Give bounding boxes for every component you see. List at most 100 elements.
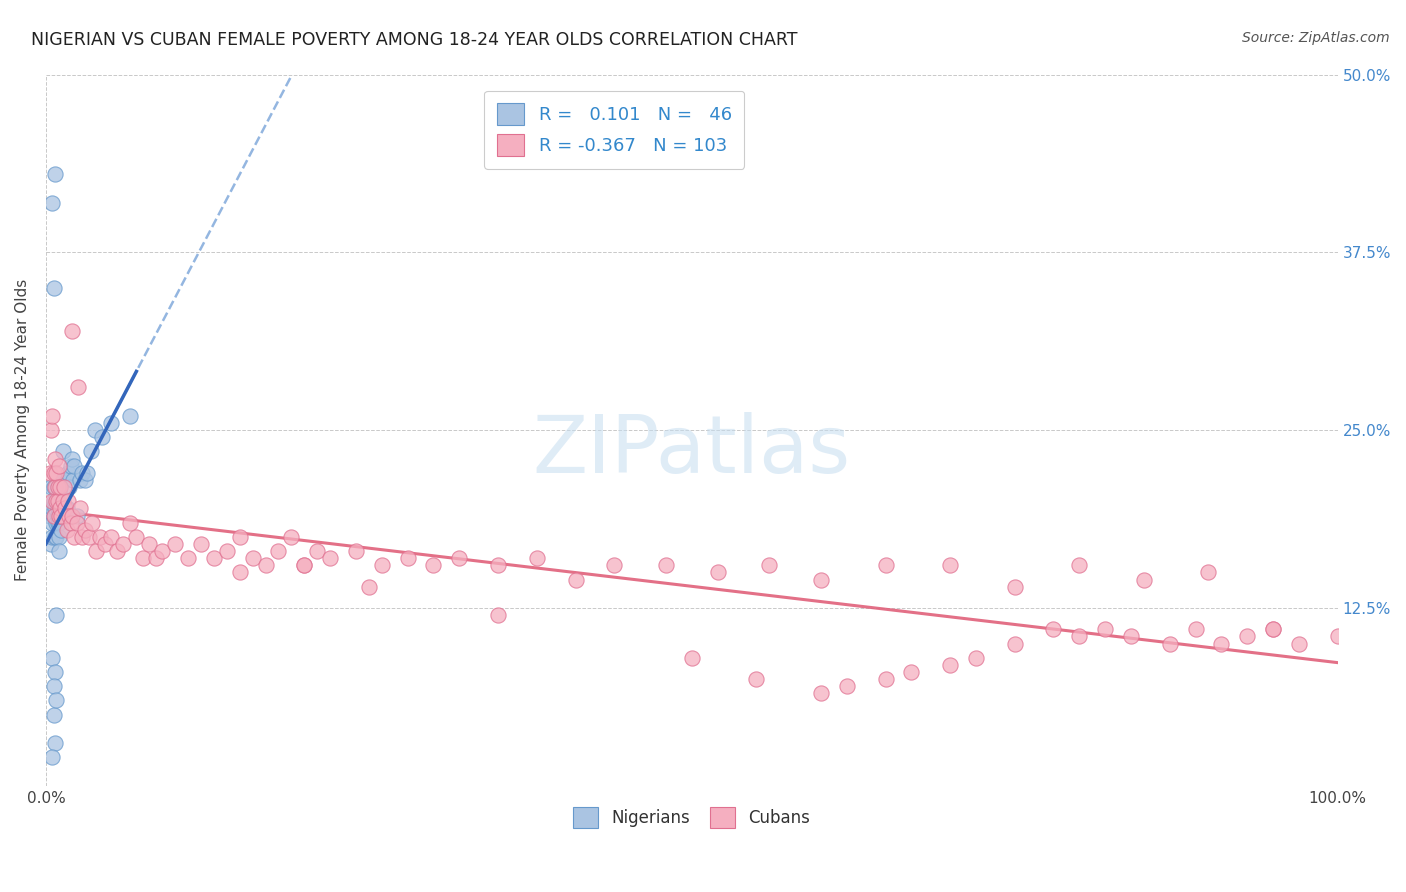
Point bbox=[344, 544, 367, 558]
Point bbox=[45, 494, 67, 508]
Point bbox=[371, 558, 394, 573]
Point bbox=[86, 544, 108, 558]
Point bbox=[105, 544, 128, 558]
Point bbox=[100, 416, 122, 430]
Point bbox=[41, 516, 63, 530]
Point bbox=[939, 657, 962, 672]
Point bbox=[82, 516, 104, 530]
Point bbox=[39, 423, 62, 437]
Point bbox=[1069, 558, 1091, 573]
Point bbox=[41, 750, 63, 764]
Point bbox=[48, 516, 70, 530]
Point bbox=[39, 480, 62, 494]
Point bbox=[603, 558, 626, 573]
Point bbox=[526, 551, 548, 566]
Point bbox=[45, 494, 67, 508]
Point bbox=[1326, 629, 1348, 643]
Point bbox=[449, 551, 471, 566]
Point bbox=[1119, 629, 1142, 643]
Point bbox=[100, 530, 122, 544]
Point bbox=[63, 458, 86, 473]
Point bbox=[53, 501, 76, 516]
Point bbox=[51, 508, 73, 523]
Point bbox=[55, 501, 77, 516]
Point bbox=[319, 551, 342, 566]
Point bbox=[875, 672, 897, 686]
Point bbox=[48, 508, 70, 523]
Point bbox=[48, 544, 70, 558]
Point bbox=[1261, 623, 1284, 637]
Point bbox=[59, 516, 82, 530]
Point bbox=[48, 530, 70, 544]
Point bbox=[758, 558, 780, 573]
Point bbox=[51, 508, 73, 523]
Point bbox=[112, 537, 135, 551]
Point bbox=[67, 380, 90, 394]
Point bbox=[63, 530, 86, 544]
Point bbox=[357, 580, 380, 594]
Point bbox=[41, 195, 63, 210]
Text: Source: ZipAtlas.com: Source: ZipAtlas.com bbox=[1241, 31, 1389, 45]
Point bbox=[1133, 573, 1156, 587]
Point bbox=[49, 487, 72, 501]
Point bbox=[45, 693, 67, 707]
Point bbox=[39, 537, 62, 551]
Point bbox=[41, 530, 63, 544]
Point bbox=[706, 566, 728, 580]
Point bbox=[900, 665, 922, 679]
Point bbox=[49, 501, 72, 516]
Point bbox=[46, 494, 69, 508]
Point bbox=[53, 480, 76, 494]
Point bbox=[48, 458, 70, 473]
Point bbox=[118, 516, 141, 530]
Point bbox=[1004, 580, 1026, 594]
Point bbox=[53, 501, 76, 516]
Point bbox=[292, 558, 315, 573]
Point bbox=[564, 573, 586, 587]
Point bbox=[150, 544, 173, 558]
Point bbox=[44, 736, 66, 750]
Point bbox=[52, 473, 75, 487]
Point bbox=[132, 551, 155, 566]
Point bbox=[80, 444, 103, 458]
Point bbox=[422, 558, 444, 573]
Point bbox=[44, 451, 66, 466]
Point bbox=[60, 324, 83, 338]
Point bbox=[228, 530, 250, 544]
Point bbox=[1159, 636, 1181, 650]
Point bbox=[76, 466, 98, 480]
Point bbox=[62, 473, 84, 487]
Point bbox=[66, 508, 89, 523]
Point bbox=[396, 551, 419, 566]
Point bbox=[38, 466, 60, 480]
Point bbox=[254, 558, 277, 573]
Point bbox=[118, 409, 141, 423]
Point bbox=[77, 530, 100, 544]
Point bbox=[1094, 623, 1116, 637]
Point bbox=[42, 281, 65, 295]
Point bbox=[1198, 566, 1220, 580]
Point bbox=[228, 566, 250, 580]
Point bbox=[242, 551, 264, 566]
Point bbox=[810, 686, 832, 700]
Point bbox=[56, 466, 79, 480]
Text: ZIPatlas: ZIPatlas bbox=[533, 412, 851, 491]
Point bbox=[49, 480, 72, 494]
Point bbox=[125, 530, 148, 544]
Point bbox=[70, 466, 93, 480]
Point bbox=[42, 494, 65, 508]
Point bbox=[42, 508, 65, 523]
Point bbox=[1069, 629, 1091, 643]
Point bbox=[202, 551, 225, 566]
Point bbox=[177, 551, 200, 566]
Point bbox=[810, 573, 832, 587]
Point bbox=[965, 650, 987, 665]
Point bbox=[89, 530, 111, 544]
Point bbox=[1004, 636, 1026, 650]
Point bbox=[45, 516, 67, 530]
Point bbox=[45, 530, 67, 544]
Point bbox=[46, 501, 69, 516]
Point bbox=[42, 508, 65, 523]
Point bbox=[486, 608, 509, 623]
Point bbox=[38, 508, 60, 523]
